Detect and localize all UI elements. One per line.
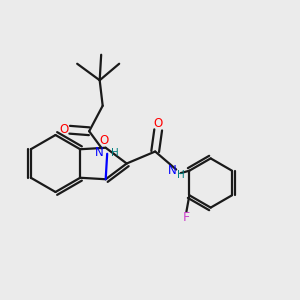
Text: F: F [183,211,190,224]
Text: N: N [168,164,177,177]
Text: H: H [177,170,184,180]
Text: O: O [100,134,109,147]
Text: O: O [59,123,68,136]
Text: H: H [111,148,119,158]
Text: O: O [154,117,163,130]
Text: N: N [94,146,103,159]
